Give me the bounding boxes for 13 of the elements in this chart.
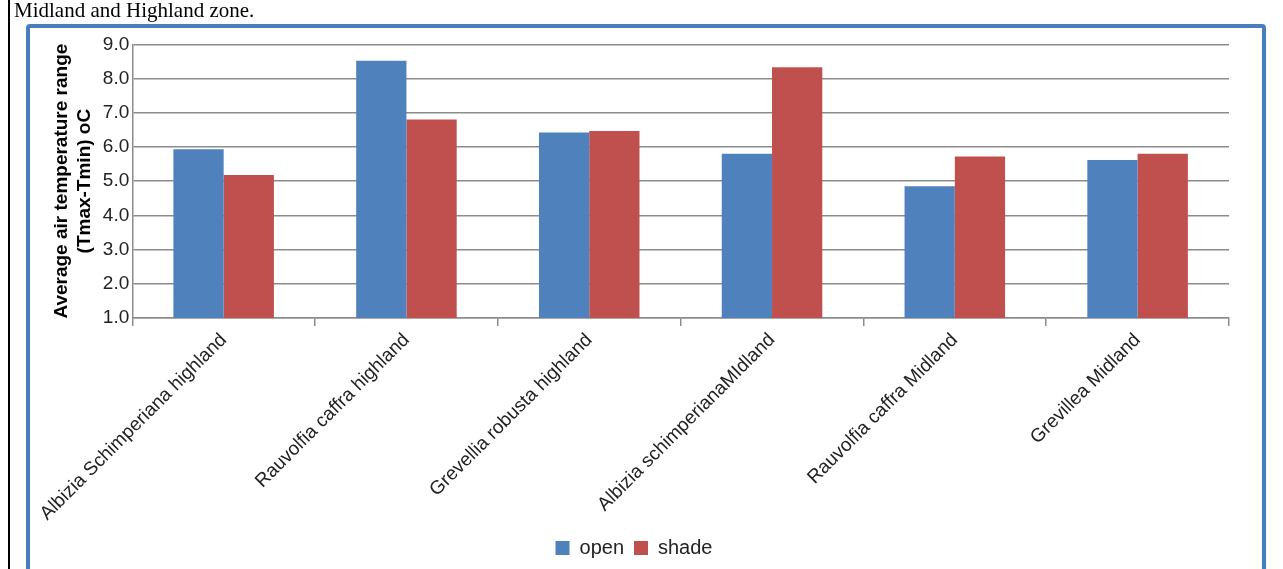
y-tick-label: 3.0 xyxy=(102,237,130,259)
y-tick-label: 9.0 xyxy=(102,32,130,54)
y-tick-label: 2.0 xyxy=(102,271,130,293)
legend-label: open xyxy=(579,535,625,558)
y-tick-label: 6.0 xyxy=(102,135,130,157)
y-tick-label: 1.0 xyxy=(102,306,130,328)
y-tick-label: 5.0 xyxy=(102,169,130,191)
legend-label: shade xyxy=(658,535,713,558)
y-tick-label: 7.0 xyxy=(102,101,130,123)
y-tick-label: 4.0 xyxy=(102,203,130,225)
y-axis-title: Average air temperature range (Tmax-Tmin) oC xyxy=(49,43,94,319)
text: Midland and Highland zone. xyxy=(14,0,255,22)
y-tick-label: 8.0 xyxy=(102,66,130,88)
